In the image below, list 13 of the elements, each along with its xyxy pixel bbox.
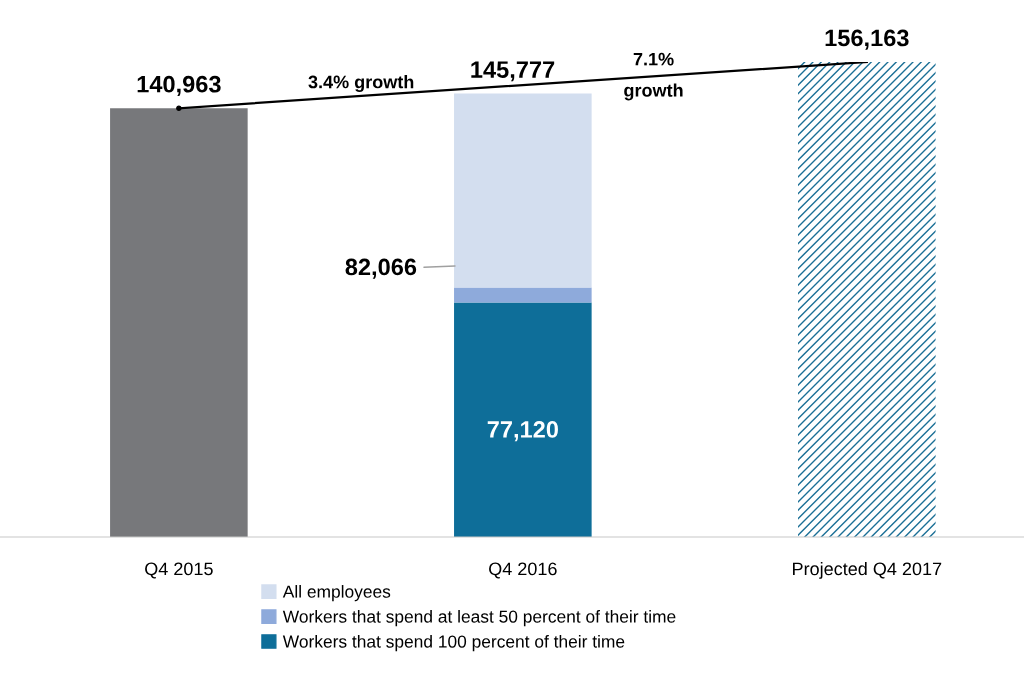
x-tick-label: Q4 2015 [145, 562, 213, 579]
legend-label: Workers that spend at least 50 percent of their time [282, 609, 676, 627]
data-label: 77,120 [487, 421, 558, 442]
legend-label: Workers that spend 100 percent of their time [282, 634, 625, 652]
annotation: 7.1% growth [624, 52, 683, 101]
x-tick-label: Q4 2016 [489, 562, 557, 579]
annotation: 3.4% growth [308, 75, 414, 92]
data-label: 140,963 [137, 75, 221, 96]
annotation: 82,066 [345, 258, 417, 279]
legend-label: All employees [282, 585, 391, 602]
x-tick-label: Projected Q4 2017 [793, 562, 942, 579]
data-label: 156,163 [825, 29, 909, 50]
total-label: 145,777 [471, 61, 555, 82]
